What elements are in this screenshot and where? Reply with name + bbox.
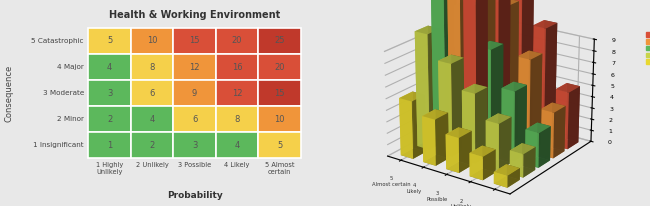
Text: 15: 15	[274, 89, 285, 98]
FancyBboxPatch shape	[131, 28, 174, 54]
Text: 1 Highly
Unlikely: 1 Highly Unlikely	[96, 162, 124, 175]
FancyBboxPatch shape	[88, 80, 131, 106]
FancyBboxPatch shape	[88, 132, 131, 158]
Text: 6: 6	[192, 115, 198, 124]
FancyBboxPatch shape	[88, 28, 131, 54]
FancyBboxPatch shape	[216, 54, 258, 80]
Text: 2: 2	[107, 115, 112, 124]
Text: 3: 3	[192, 141, 198, 150]
Text: 2 Unlikely: 2 Unlikely	[136, 162, 168, 168]
FancyBboxPatch shape	[258, 28, 301, 54]
Text: 25: 25	[274, 36, 285, 45]
FancyBboxPatch shape	[258, 80, 301, 106]
Text: 5 Almost
certain: 5 Almost certain	[265, 162, 294, 175]
Text: 9: 9	[192, 89, 197, 98]
Text: 4 Major: 4 Major	[57, 64, 84, 70]
FancyBboxPatch shape	[258, 106, 301, 132]
FancyBboxPatch shape	[88, 54, 131, 80]
Text: 10: 10	[147, 36, 157, 45]
FancyBboxPatch shape	[131, 132, 174, 158]
FancyBboxPatch shape	[174, 54, 216, 80]
Text: 2: 2	[150, 141, 155, 150]
FancyBboxPatch shape	[258, 54, 301, 80]
Text: 16: 16	[232, 62, 242, 71]
Text: 3 Moderate: 3 Moderate	[43, 90, 84, 96]
Text: 12: 12	[189, 62, 200, 71]
Text: Health & Working Environment: Health & Working Environment	[109, 10, 280, 20]
FancyBboxPatch shape	[131, 106, 174, 132]
Text: 5: 5	[277, 141, 282, 150]
FancyBboxPatch shape	[216, 80, 258, 106]
Text: 6: 6	[150, 89, 155, 98]
Text: 12: 12	[232, 89, 242, 98]
FancyBboxPatch shape	[131, 54, 174, 80]
Text: 4: 4	[235, 141, 240, 150]
FancyBboxPatch shape	[174, 80, 216, 106]
Text: 1 Insignificant: 1 Insignificant	[33, 142, 84, 148]
Text: 2 Minor: 2 Minor	[57, 116, 84, 122]
Text: 20: 20	[274, 62, 285, 71]
FancyBboxPatch shape	[258, 132, 301, 158]
Text: 4: 4	[107, 62, 112, 71]
Text: Consequence: Consequence	[4, 64, 13, 122]
Text: 3 Possible: 3 Possible	[178, 162, 211, 168]
Text: 8: 8	[150, 62, 155, 71]
Text: 10: 10	[274, 115, 285, 124]
FancyBboxPatch shape	[174, 132, 216, 158]
Text: 20: 20	[232, 36, 242, 45]
FancyBboxPatch shape	[174, 28, 216, 54]
Text: 8: 8	[235, 115, 240, 124]
FancyBboxPatch shape	[174, 106, 216, 132]
Text: 5 Catastrophic: 5 Catastrophic	[31, 38, 84, 44]
Text: Probability: Probability	[167, 191, 222, 200]
FancyBboxPatch shape	[88, 106, 131, 132]
Legend: Catastrophic, Major, Moderate, Minor, Insignificant: Catastrophic, Major, Moderate, Minor, In…	[644, 30, 650, 67]
FancyBboxPatch shape	[131, 80, 174, 106]
Text: 4 Likely: 4 Likely	[224, 162, 250, 168]
Text: 15: 15	[189, 36, 200, 45]
FancyBboxPatch shape	[216, 106, 258, 132]
Text: 5: 5	[107, 36, 112, 45]
FancyBboxPatch shape	[216, 28, 258, 54]
Text: 3: 3	[107, 89, 112, 98]
Text: 4: 4	[150, 115, 155, 124]
FancyBboxPatch shape	[216, 132, 258, 158]
Text: 1: 1	[107, 141, 112, 150]
